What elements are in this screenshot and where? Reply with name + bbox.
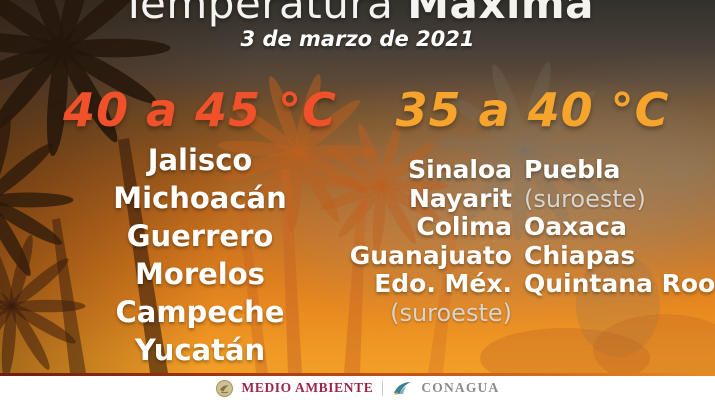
- state-item: Edo. Méx.: [374, 269, 512, 298]
- state-item: Guerrero: [126, 219, 274, 253]
- page-title-word-regular: Temperatura: [121, 0, 394, 28]
- footer: MEDIO AMBIENTE CONAGUA: [0, 373, 715, 400]
- state-item: Quintana Roo: [524, 269, 715, 298]
- range-heading-35-40: 35 a 40 °C: [395, 83, 670, 137]
- state-item: Nayarit: [408, 183, 512, 213]
- agency-environment-label: MEDIO AMBIENTE: [241, 380, 374, 395]
- state-item: Campeche: [115, 295, 285, 329]
- page-title-word-bold: Máxima: [407, 0, 594, 28]
- state-item: Sinaloa: [408, 155, 512, 184]
- state-item: Jalisco: [147, 143, 253, 177]
- footer-accent-line: [0, 373, 715, 376]
- range-heading-40-45: 40 a 45 °C: [63, 83, 337, 137]
- region-note: (suroeste): [524, 184, 646, 213]
- state-item: Chiapas: [524, 240, 636, 270]
- state-item: Colima: [416, 212, 512, 241]
- state-item: Morelos: [135, 257, 265, 291]
- footer-bar: MEDIO AMBIENTE CONAGUA: [0, 376, 715, 400]
- eagle-emblem-icon: [215, 379, 233, 397]
- state-item: Guanajuato: [349, 240, 512, 270]
- state-list-40-45: Jalisco Michoacán Guerrero Morelos Campe…: [15, 141, 385, 369]
- state-item: Puebla: [524, 155, 621, 184]
- state-list-35-40-col2: Puebla (suroeste) Oaxaca Chiapas Quintan…: [524, 155, 715, 299]
- forecast-date: 3 de marzo de 2021: [240, 27, 475, 51]
- agency-water-label: CONAGUA: [421, 380, 500, 395]
- footer-divider: [382, 380, 384, 396]
- page-title: Temperatura Máxima: [0, 0, 715, 25]
- state-list-35-40-col1: Sinaloa Nayarit Colima Guanajuato Edo. M…: [338, 155, 512, 327]
- region-note: (suroeste): [390, 298, 512, 327]
- state-item: Michoacán: [113, 181, 287, 215]
- state-item: Oaxaca: [524, 212, 627, 241]
- state-item: Yucatán: [134, 333, 266, 367]
- conagua-logo-icon: [394, 382, 411, 395]
